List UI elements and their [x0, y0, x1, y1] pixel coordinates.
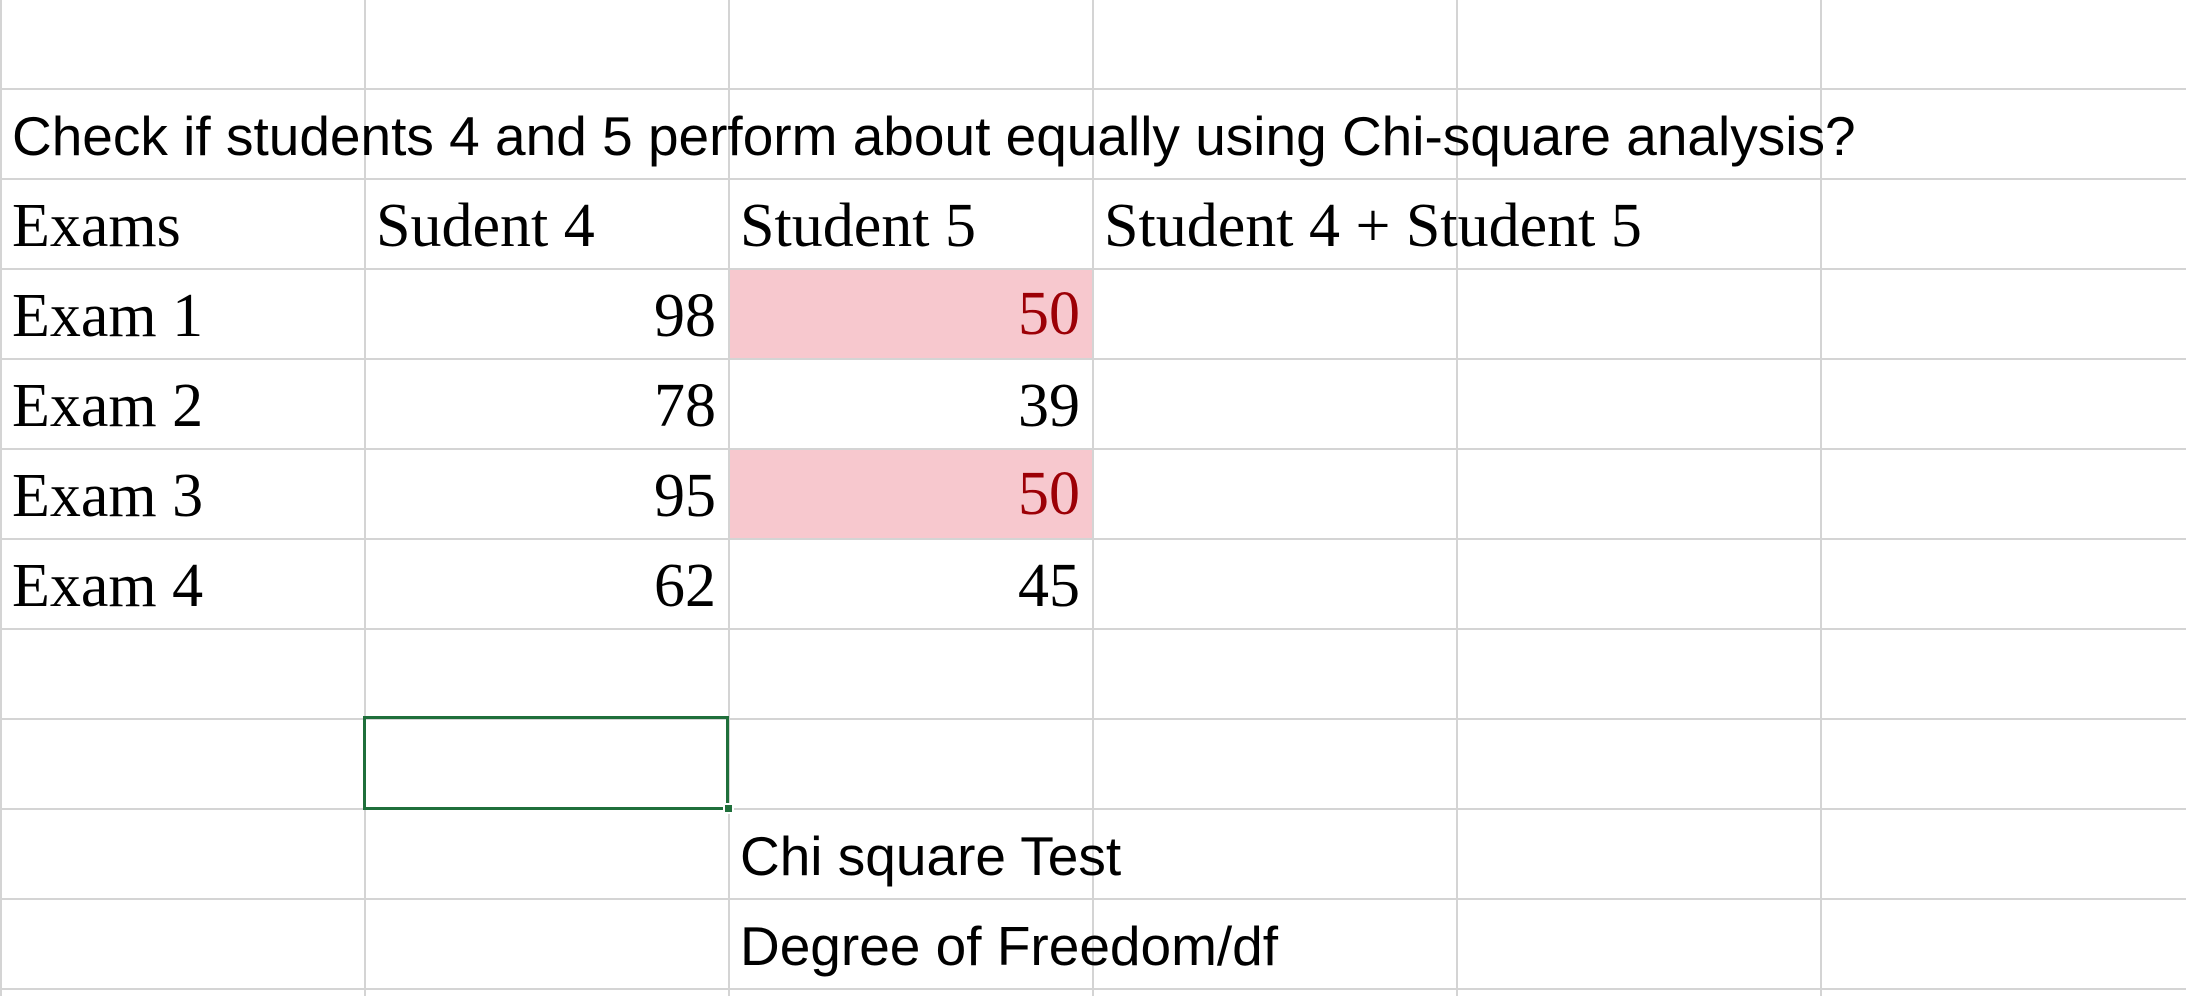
header-student-5[interactable]: Student 5	[740, 192, 976, 260]
chi-square-test-label[interactable]: Chi square Test	[740, 825, 1122, 887]
student-5-score-highlighted[interactable]: 50	[730, 270, 1092, 358]
exam-label[interactable]: Exam 2	[12, 372, 204, 440]
fill-handle[interactable]	[723, 803, 734, 814]
student-4-score[interactable]: 62	[654, 552, 716, 620]
student-5-score[interactable]: 39	[1018, 372, 1080, 440]
student-4-score[interactable]: 78	[654, 372, 716, 440]
exam-label[interactable]: Exam 1	[12, 282, 204, 350]
exam-label[interactable]: Exam 3	[12, 462, 204, 530]
header-student-4[interactable]: Sudent 4	[376, 192, 595, 260]
student-5-score[interactable]: 45	[1018, 552, 1080, 620]
student-5-score-highlighted[interactable]: 50	[730, 450, 1092, 538]
question-cell[interactable]: Check if students 4 and 5 perform about …	[12, 105, 1856, 167]
active-cell-selection[interactable]	[363, 716, 729, 810]
header-exams[interactable]: Exams	[12, 192, 181, 260]
student-4-score[interactable]: 98	[654, 282, 716, 350]
exam-label[interactable]: Exam 4	[12, 552, 204, 620]
degree-of-freedom-label[interactable]: Degree of Freedom/df	[740, 915, 1279, 977]
header-student-4-plus-5[interactable]: Student 4 + Student 5	[1104, 192, 1642, 260]
student-4-score[interactable]: 95	[654, 462, 716, 530]
